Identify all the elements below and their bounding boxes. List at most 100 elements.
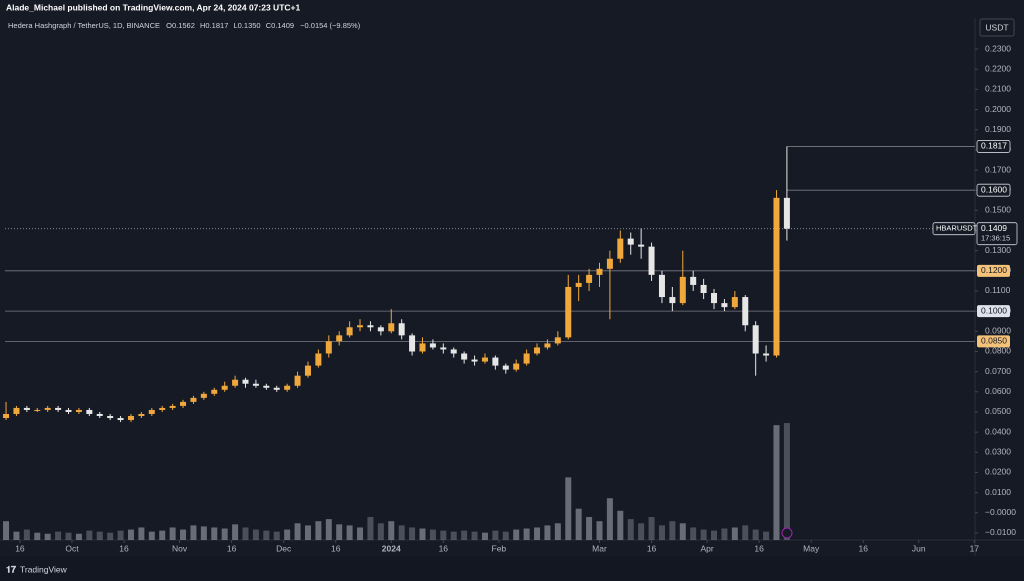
candle-body bbox=[502, 365, 509, 370]
publisher: Alade_Michael published on TradingView.c… bbox=[6, 2, 300, 12]
volume-bar bbox=[492, 530, 499, 540]
volume-bar bbox=[658, 525, 665, 540]
candle-body bbox=[65, 409, 72, 412]
volume-bar bbox=[596, 521, 603, 540]
candle-body bbox=[679, 276, 686, 304]
x-tick-label: Oct bbox=[65, 543, 79, 553]
candle-body bbox=[711, 293, 718, 304]
volume-bar bbox=[429, 529, 436, 540]
l-label: L bbox=[233, 21, 237, 30]
candle-body bbox=[377, 327, 384, 332]
y-tick-label: 0.0500 bbox=[985, 406, 1011, 416]
y-tick-label: 0.0100 bbox=[985, 487, 1011, 497]
candle-body bbox=[200, 393, 207, 398]
candle-body bbox=[336, 335, 343, 342]
candle-body bbox=[419, 343, 426, 352]
y-tick-label: 0.2000 bbox=[985, 104, 1011, 114]
volume-bar bbox=[159, 530, 166, 540]
volume-bar bbox=[627, 519, 634, 540]
volume-bar bbox=[304, 525, 311, 540]
candle-body bbox=[138, 413, 145, 417]
volume-bar bbox=[346, 525, 353, 540]
volume-bar bbox=[377, 523, 384, 540]
candle-body bbox=[159, 407, 166, 410]
volume-bar bbox=[273, 531, 280, 540]
volume-bar bbox=[44, 533, 51, 540]
candle-body bbox=[721, 303, 728, 308]
candle-body bbox=[346, 327, 353, 336]
volume-bar bbox=[648, 517, 655, 540]
volume-bar bbox=[513, 529, 520, 540]
candle-body bbox=[606, 258, 613, 269]
volume-bar bbox=[107, 532, 114, 540]
x-tick-label: 16 bbox=[754, 543, 764, 553]
candle-body bbox=[534, 347, 541, 354]
x-tick-label: 16 bbox=[331, 543, 341, 553]
o-label: O bbox=[166, 21, 172, 30]
candle-body bbox=[3, 413, 10, 419]
volume-bar bbox=[34, 532, 41, 540]
candle-body bbox=[169, 405, 176, 408]
candle-body bbox=[638, 244, 645, 247]
symbol-tag bbox=[932, 222, 976, 236]
volume-bar bbox=[471, 531, 478, 540]
volume-bar bbox=[357, 527, 364, 540]
symbol: Hedera Hashgraph / TetherUS, 1D, BINANCE bbox=[8, 21, 160, 30]
y-tick-label: 0.1700 bbox=[985, 164, 1011, 174]
volume-bar bbox=[763, 531, 770, 540]
currency-box[interactable] bbox=[979, 18, 1015, 37]
candle-body bbox=[544, 343, 551, 348]
candle-body bbox=[304, 365, 311, 376]
volume-bar bbox=[284, 529, 291, 540]
volume-bar bbox=[783, 423, 790, 540]
candle-body bbox=[513, 363, 520, 370]
volume-bar bbox=[117, 530, 124, 540]
y-tick-label: 0.0900 bbox=[985, 326, 1011, 336]
legend: Hedera Hashgraph / TetherUS, 1D, BINANCE… bbox=[8, 21, 361, 30]
candle-body bbox=[367, 325, 374, 328]
volume-bar bbox=[263, 530, 270, 540]
level-label: 0.1200 bbox=[981, 265, 1007, 275]
volume-bar bbox=[679, 523, 686, 540]
volume-bar bbox=[690, 527, 697, 540]
candle-body bbox=[731, 297, 738, 308]
volume-bar bbox=[336, 524, 343, 540]
volume-bar bbox=[773, 425, 780, 540]
volume-bar bbox=[461, 530, 468, 540]
candle-body bbox=[23, 407, 30, 410]
volume-bar bbox=[742, 525, 749, 540]
candle-body bbox=[190, 397, 197, 402]
candle-body bbox=[96, 413, 103, 417]
candle-body bbox=[690, 276, 697, 285]
level-label: 0.1817 bbox=[981, 141, 1007, 151]
event-icon[interactable] bbox=[781, 527, 793, 539]
candle-body bbox=[596, 268, 603, 275]
x-tick-label: Mar bbox=[592, 543, 607, 553]
candle-body bbox=[127, 416, 134, 421]
last-price-box bbox=[976, 222, 1018, 246]
volume-bar bbox=[315, 521, 322, 540]
volume-bar bbox=[534, 527, 541, 540]
y-tick-label: −0.0000 bbox=[985, 507, 1016, 517]
volume-bar bbox=[481, 532, 488, 540]
volume-bar bbox=[190, 525, 197, 540]
level-box bbox=[976, 183, 1011, 197]
volume-bar bbox=[523, 528, 530, 540]
volume-bar bbox=[565, 477, 572, 540]
candle-body bbox=[450, 349, 457, 354]
candle-body bbox=[783, 197, 790, 229]
volume-bar bbox=[731, 527, 738, 540]
candle-body bbox=[55, 407, 62, 410]
candle-body bbox=[627, 238, 634, 245]
low: 0.1350 bbox=[238, 21, 261, 30]
candle-body bbox=[242, 379, 249, 384]
volume-bar bbox=[294, 523, 301, 540]
y-tick-label: 0.0700 bbox=[985, 366, 1011, 376]
candle-body bbox=[554, 337, 561, 344]
candle-body bbox=[648, 246, 655, 275]
x-tick-label: 17 bbox=[970, 543, 980, 553]
logo: 𝟏𝟕 bbox=[6, 564, 16, 574]
open: 0.1562 bbox=[172, 21, 195, 30]
y-tick-label: 0.1300 bbox=[985, 245, 1011, 255]
last-price-label: 0.1409 bbox=[981, 223, 1007, 233]
